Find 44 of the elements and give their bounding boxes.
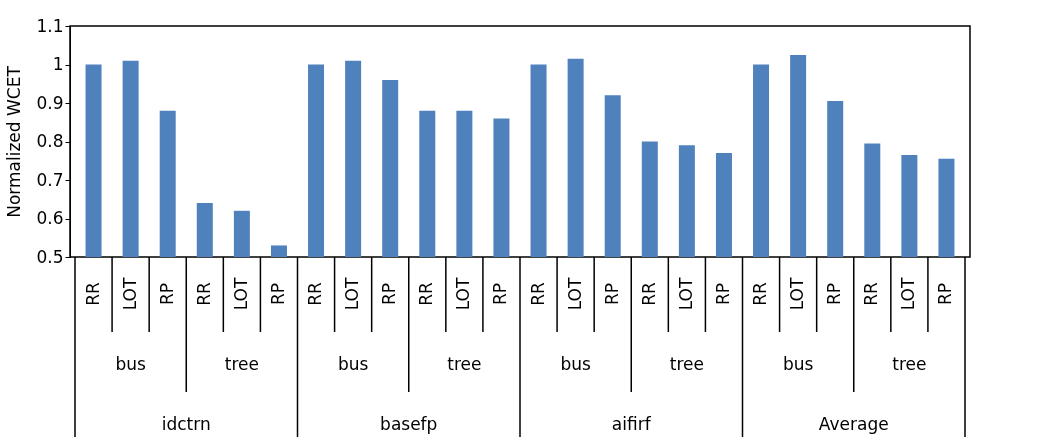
x-tick-label: RP: [490, 282, 511, 306]
y-axis-title: Normalized WCET: [4, 65, 25, 218]
text: tree: [669, 354, 704, 374]
text: tree: [447, 354, 482, 374]
x-tick-label: LOT: [564, 277, 585, 311]
text: tree: [224, 354, 259, 374]
y-tick-label: 0.5: [36, 246, 64, 267]
x-tick-label: RP: [156, 282, 177, 306]
x-tick-label: RR: [638, 282, 659, 306]
x-tick-label: RR: [82, 282, 103, 306]
y-tick-label: 0.7: [36, 169, 64, 190]
x-tick-label: RR: [861, 282, 882, 306]
x-tick-label: LOT: [453, 277, 474, 311]
y-tick-label: 0.8: [36, 131, 64, 151]
x-tick-label: LOT: [342, 277, 363, 311]
text: basefp: [380, 414, 438, 434]
x-tick-label: RR: [750, 282, 771, 306]
x-tick-label: RR: [527, 282, 548, 306]
text: aifirf: [611, 414, 652, 434]
y-tick-label: 1.1: [36, 15, 64, 36]
text: bus: [337, 354, 369, 374]
x-tick-label: RP: [712, 282, 733, 306]
text: tree: [892, 354, 927, 374]
text: Average: [818, 414, 889, 434]
x-tick-label: RP: [824, 282, 845, 306]
text: idctrn: [161, 414, 211, 434]
y-tick-label: 0.9: [36, 92, 64, 113]
x-tick-label: RP: [267, 282, 288, 306]
x-tick-label: RR: [193, 282, 214, 306]
x-tick-label: RP: [379, 282, 400, 306]
x-tick-label: LOT: [787, 277, 808, 311]
x-tick-label: LOT: [675, 277, 696, 311]
x-tick-label: LOT: [119, 277, 140, 311]
text: bus: [560, 354, 591, 374]
x-tick-label: RP: [601, 282, 622, 306]
text: bus: [782, 354, 814, 374]
y-tick-label: 0.6: [36, 208, 64, 228]
x-tick-label: RR: [416, 282, 437, 306]
x-tick-label: LOT: [898, 277, 919, 311]
y-tick-label: 1: [52, 54, 64, 74]
x-tick-label: RP: [935, 282, 956, 306]
x-tick-label: RR: [305, 282, 326, 306]
text: bus: [115, 354, 146, 374]
x-tick-label: LOT: [230, 277, 251, 311]
